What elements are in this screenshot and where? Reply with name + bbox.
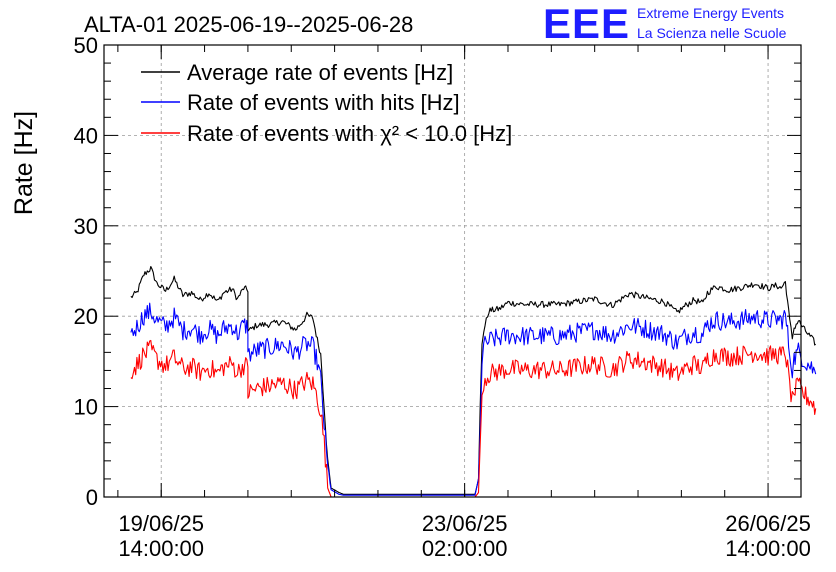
eee-logo: EEE Extreme Energy Events La Scienza nel… — [543, 0, 787, 47]
y-tick-label-1: 10 — [74, 395, 98, 420]
x-tick-label-date-2: 26/06/25 — [725, 511, 811, 536]
legend-label-1: Rate of events with hits [Hz] — [187, 90, 460, 115]
series-line-2 — [130, 339, 817, 498]
logo-line-2: La Scienza nelle Scuole — [637, 25, 787, 41]
x-tick-label-time-2: 14:00:00 — [725, 536, 811, 561]
series-line-1 — [130, 302, 817, 496]
x-tick-label-date-0: 19/06/25 — [118, 511, 204, 536]
x-tick-label-date-1: 23/06/25 — [422, 511, 508, 536]
logo-mark: EEE — [543, 0, 630, 47]
series-lines — [130, 265, 817, 498]
legend-label-2: Rate of events with χ² < 10.0 [Hz] — [187, 121, 512, 146]
y-axis-label: Rate [Hz] — [10, 111, 38, 215]
y-tick-label-0: 0 — [86, 485, 98, 510]
x-tick-label-time-0: 14:00:00 — [118, 536, 204, 561]
plot-frame — [103, 44, 802, 498]
y-tick-label-2: 20 — [74, 304, 98, 329]
legend: Average rate of events [Hz] Rate of event… — [141, 60, 512, 146]
grid-lines — [104, 45, 801, 497]
logo-line-1: Extreme Energy Events — [637, 5, 784, 21]
y-tick-label-3: 30 — [74, 214, 98, 239]
y-tick-label-5: 50 — [74, 33, 98, 58]
x-tick-label-time-1: 02:00:00 — [422, 536, 508, 561]
axes: 0102030405019/06/2514:00:0023/06/2502:00… — [74, 33, 811, 561]
legend-label-0: Average rate of events [Hz] — [187, 60, 453, 85]
y-tick-label-4: 40 — [74, 123, 98, 148]
chart-title: ALTA-01 2025-06-19--2025-06-28 — [84, 12, 413, 37]
series-line-0 — [130, 265, 817, 495]
